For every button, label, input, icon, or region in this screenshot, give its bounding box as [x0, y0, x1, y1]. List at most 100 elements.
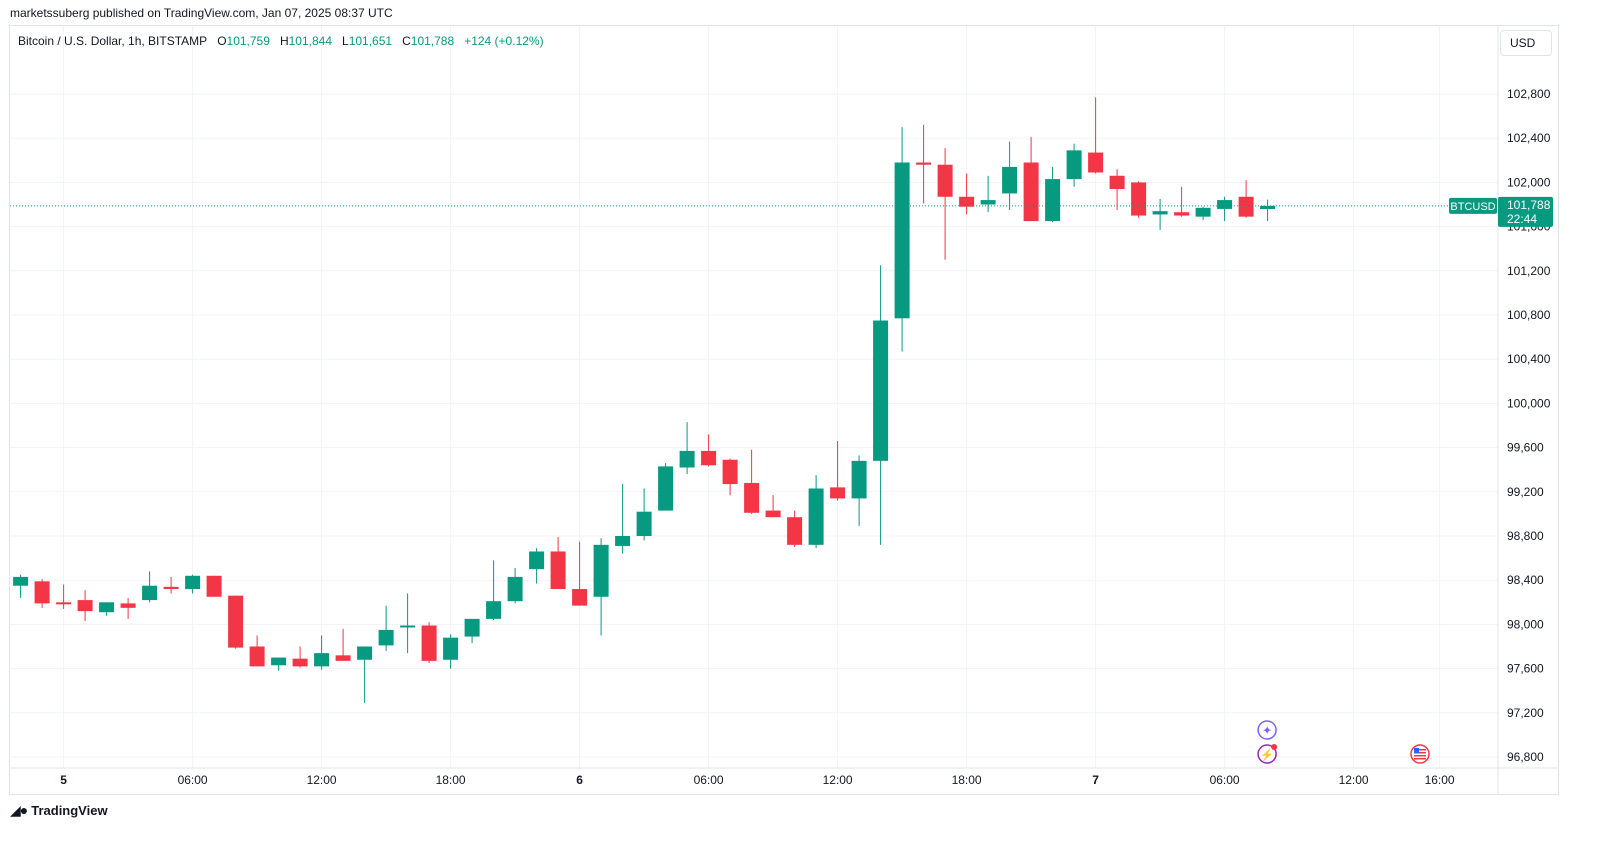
candle-body[interactable] [335, 655, 351, 661]
flag-canton [1414, 748, 1419, 753]
chart-frame [9, 25, 1559, 795]
event-marker-sparkle-icon[interactable] [1257, 720, 1277, 740]
candle-body[interactable] [959, 196, 975, 207]
candle-body[interactable] [701, 450, 717, 466]
candle-body[interactable] [120, 603, 136, 608]
candle-body[interactable] [1174, 212, 1190, 216]
candle-body[interactable] [142, 585, 158, 601]
candle-body[interactable] [443, 637, 459, 660]
candle-body[interactable] [357, 646, 373, 660]
candle-body[interactable] [894, 162, 910, 319]
candle-body[interactable] [1088, 152, 1104, 173]
x-tick-label: 12:00 [823, 773, 853, 787]
candle-body[interactable] [1023, 162, 1039, 222]
candle-body[interactable] [1238, 196, 1254, 217]
y-tick-label: 98,000 [1507, 617, 1544, 631]
y-tick-label: 99,600 [1507, 441, 1544, 455]
candle-body[interactable] [722, 459, 738, 485]
lightning-icon: ⚡ [1260, 749, 1274, 762]
candle-body[interactable] [1066, 150, 1082, 180]
close-label: C [402, 34, 411, 48]
candle-body[interactable] [34, 581, 50, 604]
candle-body[interactable] [314, 653, 330, 667]
candle-body[interactable] [1002, 166, 1018, 194]
y-tick-label: 99,200 [1507, 485, 1544, 499]
price-tag-countdown: 22:44 [1507, 212, 1537, 226]
high-label: H [279, 34, 289, 48]
candle-body[interactable] [56, 602, 72, 605]
tradingview-brand: TradingView [31, 803, 108, 818]
candle-body[interactable] [851, 460, 867, 499]
x-tick-label: 06:00 [694, 773, 724, 787]
currency-button[interactable]: USD [1500, 30, 1552, 56]
candle-body[interactable] [830, 487, 846, 499]
candle-body[interactable] [1152, 211, 1168, 215]
candle-body[interactable] [937, 164, 953, 197]
candle-body[interactable] [636, 511, 652, 536]
change-value: +124 (+0.12%) [464, 34, 544, 48]
flag-stripe [1414, 749, 1426, 751]
sparkle-icon: ✦ [1262, 724, 1272, 738]
y-tick-label: 101,200 [1507, 264, 1551, 278]
x-tick-label: 18:00 [952, 773, 982, 787]
candle-body[interactable] [1195, 207, 1211, 217]
candle-body[interactable] [13, 576, 29, 586]
symbol-label[interactable]: Bitcoin / U.S. Dollar, 1h, BITSTAMP [18, 34, 208, 48]
candle-body[interactable] [99, 602, 115, 613]
candle-body[interactable] [787, 517, 803, 545]
candle-body[interactable] [744, 482, 760, 513]
candle-body[interactable] [507, 576, 523, 602]
flag-stripe [1414, 752, 1426, 754]
event-marker-lightning-icon[interactable] [1257, 744, 1277, 764]
ohlc-legend: Bitcoin / U.S. Dollar, 1h, BITSTAMP O101… [18, 34, 544, 48]
candle-body[interactable] [529, 551, 545, 570]
us-flag-event-icon[interactable] [1410, 744, 1430, 764]
x-tick-label: 6 [576, 773, 583, 787]
candle-body[interactable] [1260, 205, 1276, 210]
candle-body[interactable] [1045, 179, 1061, 222]
candle-body[interactable] [1109, 175, 1125, 190]
candle-body[interactable] [593, 544, 609, 597]
candle-body[interactable] [980, 200, 996, 205]
candle-body[interactable] [464, 618, 480, 637]
price-tag [1498, 196, 1553, 227]
candle-body[interactable] [916, 162, 932, 165]
candle-body[interactable] [421, 625, 437, 661]
candle-body[interactable] [400, 625, 416, 628]
x-tick-label: 7 [1092, 773, 1099, 787]
x-tick-label: 5 [60, 773, 67, 787]
y-tick-label: 102,400 [1507, 131, 1551, 145]
price-tag-value: 101,788 [1507, 198, 1551, 212]
candle-body[interactable] [808, 488, 824, 545]
candle-body[interactable] [206, 575, 222, 597]
tradingview-logo[interactable]: ◢● TradingView [10, 802, 108, 819]
candle-body[interactable] [378, 629, 394, 646]
close-value: 101,788 [410, 34, 455, 48]
candle-body[interactable] [163, 586, 179, 590]
x-tick-label: 16:00 [1425, 773, 1455, 787]
y-tick-label: 97,600 [1507, 662, 1544, 676]
candle-body[interactable] [572, 589, 588, 606]
candle-body[interactable] [77, 600, 93, 612]
y-tick-label: 100,400 [1507, 352, 1551, 366]
candle-body[interactable] [292, 658, 308, 667]
candle-body[interactable] [228, 595, 244, 648]
candle-body[interactable] [658, 466, 674, 511]
candle-body[interactable] [679, 450, 695, 468]
candle-body[interactable] [615, 536, 631, 546]
candle-body[interactable] [550, 551, 566, 590]
y-tick-label: 100,800 [1507, 308, 1551, 322]
candle-body[interactable] [765, 510, 781, 518]
y-tick-label: 102,000 [1507, 175, 1551, 189]
candle-body[interactable] [271, 657, 287, 666]
y-tick-label: 98,400 [1507, 573, 1544, 587]
candle-body[interactable] [1217, 200, 1233, 209]
candle-body[interactable] [1131, 182, 1147, 216]
symbol-tag-label: BTCUSD [1450, 201, 1495, 213]
x-tick-label: 06:00 [178, 773, 208, 787]
candle-body[interactable] [185, 575, 201, 590]
candle-body[interactable] [486, 601, 502, 619]
candle-body[interactable] [873, 320, 889, 461]
candle-body[interactable] [249, 646, 265, 667]
